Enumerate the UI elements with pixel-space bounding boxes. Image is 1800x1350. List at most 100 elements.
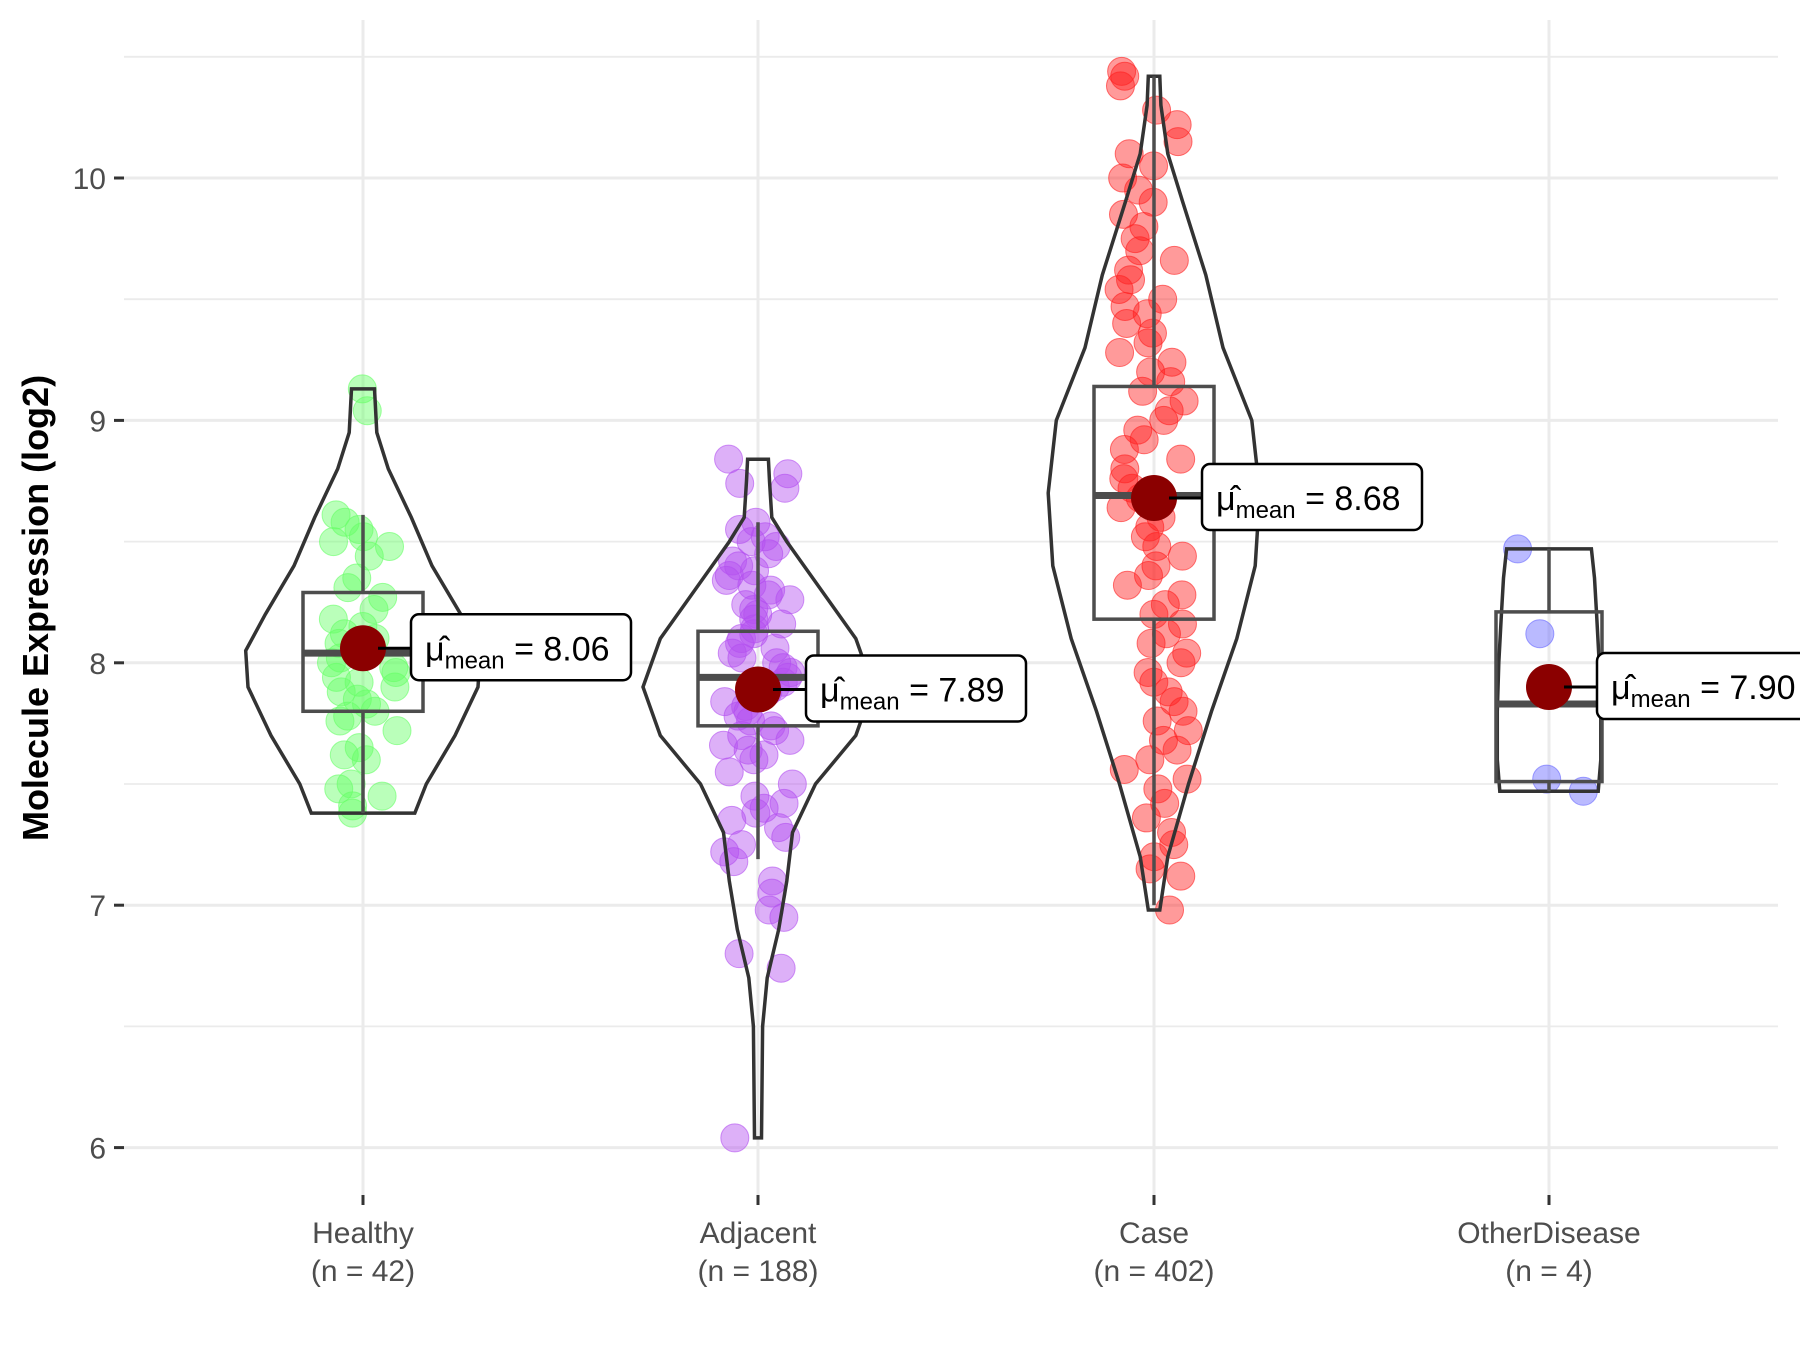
- mean-subscript: mean: [1236, 497, 1296, 524]
- mean-subscript: mean: [445, 647, 505, 674]
- data-point: [740, 781, 770, 811]
- data-point: [382, 716, 412, 746]
- x-tick-label-name: OtherDisease: [1457, 1217, 1640, 1250]
- mean-label-healthy: μ̂mean = 8.06: [409, 613, 633, 682]
- data-point: [1105, 71, 1135, 101]
- data-point: [760, 633, 790, 663]
- data-point: [1110, 454, 1140, 484]
- data-point: [740, 556, 770, 586]
- mean-value: = 8.68: [1296, 480, 1401, 518]
- data-point: [777, 769, 807, 799]
- x-axis: Healthy (n = 42) Adjacent (n = 188) Case (n =…: [311, 1195, 1641, 1288]
- data-point: [344, 514, 374, 544]
- x-tick-label-count: (n = 402): [1094, 1255, 1215, 1288]
- data-point: [342, 684, 372, 714]
- data-point: [1112, 308, 1142, 338]
- data-point: [1136, 628, 1166, 658]
- mean-point: [1526, 664, 1572, 711]
- data-point: [1110, 291, 1140, 321]
- data-point: [739, 619, 769, 649]
- data-point: [318, 527, 348, 557]
- x-tick-label-count: (n = 188): [698, 1255, 819, 1288]
- data-point: [714, 757, 744, 787]
- group-case: [1046, 56, 1262, 925]
- mean-value: = 7.89: [900, 671, 1005, 709]
- data-point: [741, 798, 771, 828]
- data-point: [775, 725, 805, 755]
- data-point: [717, 638, 747, 668]
- data-point: [359, 594, 389, 624]
- data-point: [1163, 127, 1193, 157]
- y-axis-title: Molecule Expression (log2): [15, 375, 56, 841]
- mean-labels: μ̂mean = 8.06 μ̂mean = 7.89 μ̂mean = 8.68 μ…: [378, 462, 1800, 723]
- groups: [243, 56, 1604, 1153]
- y-axis: 6 7 8 9 10: [73, 163, 124, 1166]
- mean-subscript: mean: [840, 688, 900, 715]
- y-tick-label: 6: [89, 1133, 106, 1166]
- data-point: [1159, 245, 1189, 275]
- data-point: [1166, 648, 1196, 678]
- mean-point: [735, 666, 781, 713]
- data-point: [727, 830, 757, 860]
- data-point: [1114, 139, 1144, 169]
- data-point: [770, 473, 800, 503]
- data-point: [1159, 687, 1189, 717]
- data-point: [725, 628, 755, 658]
- x-tick-label-name: Case: [1119, 1217, 1189, 1250]
- data-point: [1532, 764, 1562, 794]
- x-tick-label-count: (n = 42): [311, 1255, 415, 1288]
- x-tick-label-name: Adjacent: [700, 1217, 817, 1250]
- group-adjacent: [641, 444, 875, 1153]
- y-tick-label: 7: [89, 890, 106, 923]
- mean-point: [340, 625, 386, 672]
- data-point: [1129, 211, 1159, 241]
- data-point: [368, 582, 398, 612]
- mean-value: = 7.90: [1691, 669, 1796, 707]
- data-point: [1130, 522, 1160, 552]
- data-point: [733, 735, 763, 765]
- data-point: [773, 459, 803, 489]
- data-point: [718, 546, 748, 576]
- mean-label-otherdisease: μ̂mean = 7.90: [1595, 651, 1800, 721]
- data-point: [766, 953, 796, 983]
- group-healthy: [243, 374, 483, 828]
- data-point: [1166, 444, 1196, 474]
- x-tick-label-count: (n = 4): [1505, 1255, 1593, 1288]
- data-point: [1104, 275, 1134, 305]
- mean-value: = 8.06: [505, 630, 610, 668]
- data-point: [769, 788, 799, 818]
- mean-label-box: [1595, 651, 1800, 721]
- mean-point: [1131, 474, 1177, 521]
- data-point: [1142, 706, 1172, 736]
- data-point: [711, 565, 741, 595]
- mean-subscript: mean: [1631, 686, 1691, 713]
- data-point: [380, 672, 410, 702]
- y-tick-label: 8: [89, 648, 106, 681]
- group-otherdisease: [1494, 534, 1604, 806]
- mean-label-box: [1200, 462, 1424, 532]
- y-tick-label: 9: [89, 405, 106, 438]
- data-point: [1141, 551, 1171, 581]
- data-point: [723, 701, 753, 731]
- data-point: [351, 745, 381, 775]
- data-point: [1133, 328, 1163, 358]
- data-point: [1167, 580, 1197, 610]
- data-point: [1525, 619, 1555, 649]
- data-point: [367, 781, 397, 811]
- data-point: [725, 468, 755, 498]
- violin-adjacent: [641, 457, 875, 1140]
- data-point: [760, 716, 790, 746]
- mean-label-text: μ̂mean = 7.90: [1611, 669, 1796, 713]
- data-point: [1131, 803, 1161, 833]
- data-point: [325, 706, 355, 736]
- data-point: [719, 847, 749, 877]
- data-point: [336, 769, 366, 799]
- data-point: [318, 604, 348, 634]
- data-point: [1105, 338, 1135, 368]
- data-point: [1149, 405, 1179, 435]
- mean-label-text: μ̂mean = 8.68: [1216, 480, 1401, 524]
- mean-label-box: [409, 613, 633, 682]
- data-point: [720, 1123, 750, 1153]
- data-point: [1173, 716, 1203, 746]
